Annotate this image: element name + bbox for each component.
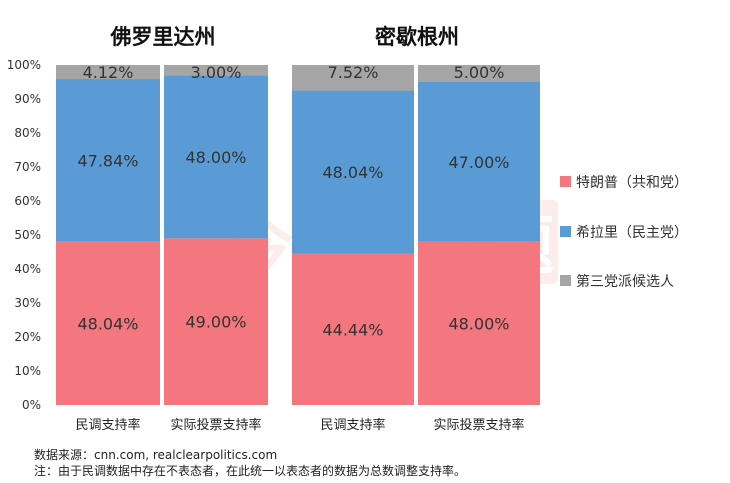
bar-segment [56, 79, 160, 242]
bar-segment [164, 75, 268, 239]
y-tick-label: 80% [14, 126, 41, 140]
legend-swatch [560, 176, 571, 187]
legend-label: 特朗普（共和党） [576, 175, 688, 191]
bar-segment [418, 241, 540, 405]
data-label: 48.00% [448, 314, 509, 333]
bar-segment [292, 253, 414, 405]
note-footnote: 注：由于民调数据中存在不表态者，在此统一以表态者的数据为总数调整支持率。 [34, 464, 467, 478]
y-tick-label: 10% [14, 364, 41, 378]
y-tick-label: 90% [14, 92, 41, 106]
y-tick-label: 40% [14, 262, 41, 276]
category-label: 民调支持率 [75, 417, 140, 433]
legend: 特朗普（共和党） 希拉里（民主党） 第三党派候选人 [560, 175, 688, 290]
bar-segment [418, 82, 540, 242]
legend-label: 第三党派候选人 [576, 273, 674, 290]
bar-segment [56, 65, 160, 80]
data-label: 44.44% [322, 320, 383, 339]
y-tick-label: 50% [14, 228, 41, 242]
y-axis: 0% 10% 20% 30% 40% 50% 60% 70% 80% 90% 100% [7, 58, 41, 412]
legend-swatch [560, 226, 571, 237]
data-label: 48.04% [322, 163, 383, 182]
y-tick-label: 100% [7, 58, 41, 72]
labels: 佛罗里达州 48.04% 47.84% 4.12% 民调支持率 49.00% 48.00% 3… [75, 25, 524, 433]
bar-segment [292, 65, 414, 91]
panel-title: 佛罗里达州 [110, 25, 216, 49]
panel-title: 密歇根州 [375, 25, 459, 49]
bar-segment [292, 90, 414, 254]
data-label: 7.52% [328, 63, 379, 82]
data-label: 4.12% [83, 63, 134, 82]
data-label: 48.04% [77, 314, 138, 333]
data-label: 47.84% [77, 151, 138, 170]
bar-segment [56, 241, 160, 405]
data-label: 5.00% [454, 63, 505, 82]
y-tick-label: 20% [14, 330, 41, 344]
source-footnote: 数据来源：cnn.com, realclearpolitics.com [34, 448, 278, 462]
y-tick-label: 60% [14, 194, 41, 208]
data-label: 49.00% [185, 313, 246, 332]
bar-segment [418, 65, 540, 82]
bar-segment [164, 238, 268, 405]
bars [56, 65, 540, 405]
y-tick-label: 70% [14, 160, 41, 174]
category-label: 实际投票支持率 [170, 417, 261, 433]
data-label: 47.00% [448, 153, 509, 172]
data-label: 3.00% [191, 63, 242, 82]
legend-label: 希拉里（民主党） [576, 225, 688, 241]
data-label: 48.00% [185, 148, 246, 167]
y-tick-label: 0% [22, 398, 41, 412]
category-label: 实际投票支持率 [433, 417, 524, 433]
category-label: 民调支持率 [320, 417, 385, 433]
bar-segment [164, 65, 268, 76]
y-tick-label: 30% [14, 296, 41, 310]
legend-swatch [560, 275, 571, 286]
